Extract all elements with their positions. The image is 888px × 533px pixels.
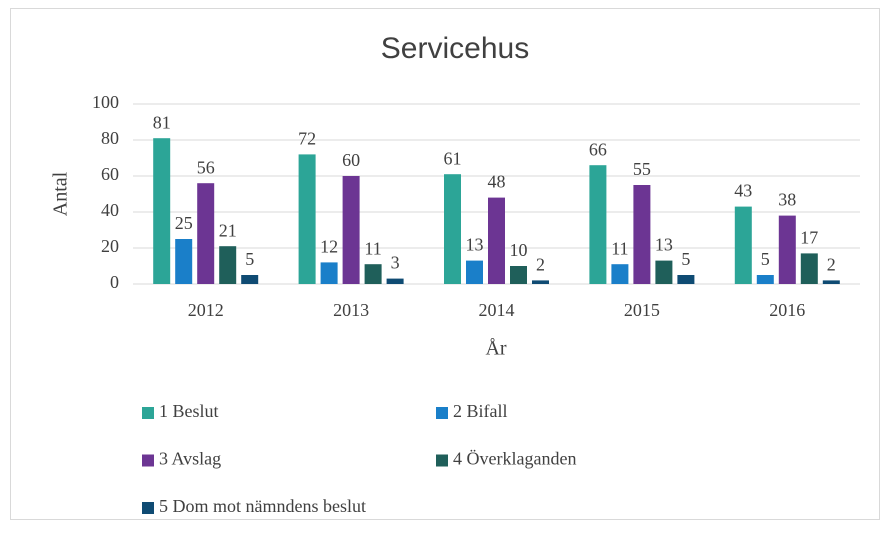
data-label: 11 bbox=[611, 238, 628, 258]
legend-label: 4 Överklaganden bbox=[453, 449, 576, 469]
legend-swatch bbox=[142, 454, 154, 467]
bar bbox=[677, 275, 695, 284]
y-tick-label: 60 bbox=[101, 164, 119, 184]
y-tick-label: 80 bbox=[101, 128, 119, 148]
legend-swatch bbox=[142, 407, 154, 419]
bar bbox=[298, 154, 316, 284]
data-label: 61 bbox=[444, 148, 462, 168]
data-label: 55 bbox=[633, 159, 651, 179]
x-tick-label: 2013 bbox=[333, 300, 369, 320]
bar bbox=[197, 183, 215, 284]
bar bbox=[386, 278, 404, 284]
bar bbox=[510, 266, 527, 284]
data-label: 43 bbox=[734, 181, 752, 201]
bar bbox=[822, 280, 840, 284]
data-label: 3 bbox=[391, 253, 400, 273]
data-label: 17 bbox=[800, 228, 818, 248]
bar bbox=[488, 197, 505, 284]
bar bbox=[611, 264, 629, 284]
x-tick-label: 2012 bbox=[188, 300, 224, 320]
bar bbox=[444, 174, 461, 284]
bar bbox=[655, 260, 673, 284]
bar bbox=[756, 275, 774, 284]
bar bbox=[633, 185, 651, 284]
data-label: 2 bbox=[536, 255, 545, 275]
data-label: 25 bbox=[175, 213, 193, 233]
data-label: 38 bbox=[778, 190, 796, 210]
bar bbox=[800, 253, 818, 284]
data-label: 72 bbox=[298, 129, 316, 149]
bar bbox=[364, 264, 382, 284]
data-label: 66 bbox=[589, 139, 607, 159]
y-tick-label: 20 bbox=[101, 236, 119, 256]
legend-label: 5 Dom mot nämndens beslut bbox=[159, 496, 366, 516]
legend-swatch bbox=[142, 502, 154, 514]
legend-label: 3 Avslag bbox=[159, 449, 221, 469]
legend-label: 1 Beslut bbox=[159, 401, 219, 421]
bar bbox=[532, 280, 549, 284]
bar bbox=[466, 260, 483, 284]
data-label: 56 bbox=[197, 157, 215, 177]
bar bbox=[589, 165, 607, 284]
bar bbox=[320, 262, 338, 284]
data-label: 81 bbox=[153, 112, 171, 132]
data-label: 5 bbox=[681, 249, 690, 269]
x-tick-label: 2015 bbox=[624, 300, 660, 320]
data-label: 5 bbox=[245, 249, 254, 269]
bar bbox=[778, 215, 796, 284]
data-label: 13 bbox=[466, 235, 484, 255]
y-tick-label: 0 bbox=[110, 272, 119, 292]
data-label: 21 bbox=[219, 220, 237, 240]
data-label: 11 bbox=[364, 238, 381, 258]
chart-title: Servicehus bbox=[381, 32, 529, 65]
y-tick-label: 100 bbox=[92, 92, 119, 112]
y-tick-label: 40 bbox=[101, 200, 119, 220]
data-label: 10 bbox=[510, 240, 528, 260]
bar bbox=[734, 206, 752, 284]
legend-label: 2 Bifall bbox=[453, 401, 508, 421]
bar bbox=[153, 138, 171, 284]
legend-swatch bbox=[436, 454, 448, 467]
bar bbox=[241, 275, 259, 284]
bar bbox=[175, 239, 193, 284]
y-axis-label: Antal bbox=[50, 171, 72, 216]
data-label: 5 bbox=[761, 249, 770, 269]
data-label: 13 bbox=[655, 235, 673, 255]
legend-swatch bbox=[436, 407, 448, 419]
data-label: 2 bbox=[827, 255, 836, 275]
x-tick-label: 2014 bbox=[479, 300, 515, 320]
x-tick-label: 2016 bbox=[769, 300, 805, 320]
bar bbox=[219, 246, 237, 284]
data-label: 48 bbox=[488, 172, 506, 192]
data-label: 60 bbox=[342, 150, 360, 170]
data-label: 12 bbox=[320, 237, 338, 257]
x-axis-label: År bbox=[485, 338, 506, 360]
bar bbox=[342, 176, 360, 284]
